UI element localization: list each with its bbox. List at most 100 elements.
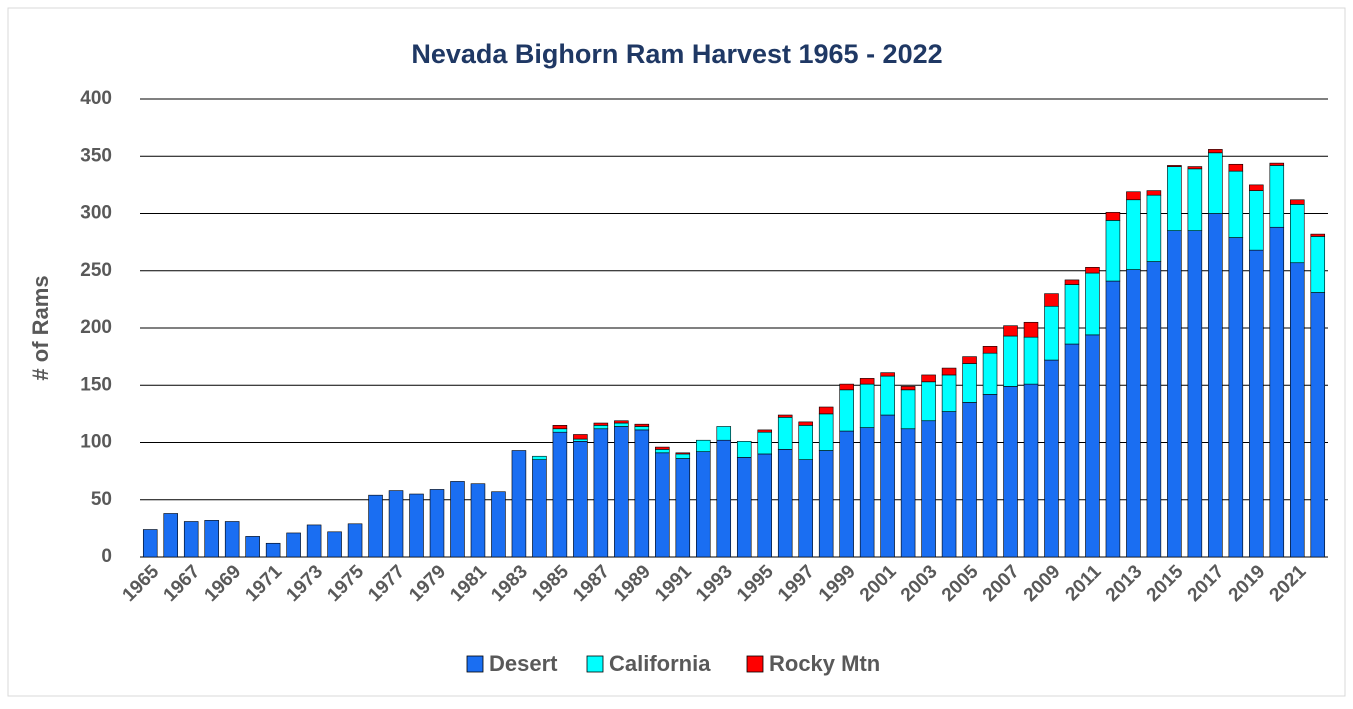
bar-segment <box>286 532 301 558</box>
bar-segment <box>736 441 752 458</box>
bar-segment <box>839 383 854 391</box>
y-tick-label: 250 <box>80 260 112 281</box>
bar-segment <box>839 389 854 432</box>
bar-segment <box>1187 166 1203 170</box>
legend-swatch <box>746 655 764 673</box>
bar-segment <box>1167 166 1182 231</box>
bar-segment <box>1105 212 1121 221</box>
bar-segment <box>962 402 977 558</box>
bar-segment <box>573 441 588 558</box>
bar-segment <box>921 381 936 422</box>
bar-segment <box>1064 279 1080 285</box>
legend-label: Rocky Mtn <box>769 651 880 676</box>
bar-segment <box>900 389 916 430</box>
bar-segment <box>1126 191 1141 201</box>
bar-segment <box>1085 267 1100 274</box>
bar-segment <box>941 367 957 376</box>
bar-segment <box>265 542 281 558</box>
bar-segment <box>204 520 219 558</box>
bar-segment <box>1003 325 1018 337</box>
bar-segment <box>1269 162 1285 166</box>
bar-segment <box>1167 230 1182 558</box>
legend-swatch <box>466 655 484 673</box>
bar-segment <box>1269 226 1285 558</box>
bar-segment <box>675 452 691 455</box>
bar-segment <box>1126 199 1141 270</box>
bar-segment <box>1208 149 1223 154</box>
bar-segment <box>655 446 670 450</box>
bar-segment <box>1085 272 1100 336</box>
y-tick-label: 0 <box>101 546 112 567</box>
legend-label: Desert <box>489 651 558 676</box>
bar-segment <box>716 426 732 441</box>
bar-segment <box>347 523 363 558</box>
bar-segment <box>593 428 609 558</box>
bar-segment <box>1249 249 1264 558</box>
legend-swatch <box>586 655 604 673</box>
bar-segment <box>757 429 772 433</box>
y-tick-label: 50 <box>91 489 112 510</box>
bar-segment <box>757 431 772 455</box>
bar-segment <box>880 414 895 558</box>
bar-segment <box>900 386 916 391</box>
bar-segment <box>1044 305 1059 361</box>
bar-segment <box>532 455 547 460</box>
bar-segment <box>593 425 609 430</box>
bar-segment <box>1310 233 1326 237</box>
bar-segment <box>798 421 813 426</box>
bar-segment <box>1044 293 1059 307</box>
bar-segment <box>552 428 568 433</box>
bar-segment <box>757 453 772 558</box>
bar-segment <box>1023 383 1039 558</box>
bar-segment <box>880 375 895 416</box>
bar-segment <box>982 346 998 354</box>
bar-segment <box>409 493 424 558</box>
bar-segment <box>511 450 527 558</box>
bar-segment <box>1003 386 1018 558</box>
bar-segment <box>655 452 670 558</box>
bar-segment <box>142 529 158 558</box>
bar-segment <box>1085 334 1100 558</box>
bar-segment <box>696 439 711 452</box>
bar-segment <box>614 426 629 558</box>
bar-segment <box>1310 292 1326 558</box>
bar-segment <box>634 429 650 558</box>
y-tick-label: 200 <box>80 317 112 338</box>
bar-segment <box>614 422 629 427</box>
bar-segment <box>1023 321 1039 338</box>
bar-segment <box>839 430 854 558</box>
bar-segment <box>1208 213 1223 558</box>
bar-segment <box>1187 168 1203 231</box>
bar-segment <box>1146 194 1162 262</box>
bar-segment <box>716 439 732 558</box>
bar-segment <box>1249 190 1264 251</box>
bar-segment <box>1003 335 1018 387</box>
bar-segment <box>921 374 936 383</box>
y-tick-label: 150 <box>80 374 112 395</box>
bar-segment <box>388 490 404 558</box>
bar-segment <box>1290 199 1305 205</box>
y-tick-label: 300 <box>80 203 112 224</box>
bar-segment <box>859 378 875 385</box>
bar-segment <box>368 494 383 558</box>
bar-segment <box>921 420 936 558</box>
bar-segment <box>777 417 793 450</box>
bar-segment <box>634 423 650 427</box>
chart-title: Nevada Bighorn Ram Harvest 1965 - 2022 <box>411 39 942 69</box>
bar-segment <box>777 414 793 418</box>
bar-segment <box>1208 152 1223 214</box>
bar-segment <box>163 513 178 558</box>
bar-segment <box>859 383 875 428</box>
bar-segment <box>573 434 588 440</box>
bar-segment <box>798 459 813 558</box>
bar-segment <box>1269 165 1285 228</box>
bar-segment <box>245 536 260 558</box>
bar-segment <box>818 450 834 558</box>
bar-segment <box>1228 237 1244 558</box>
bar-segment <box>818 413 834 451</box>
bar-segment <box>532 459 547 558</box>
bar-segment <box>327 531 342 558</box>
bar-segment <box>450 481 465 558</box>
